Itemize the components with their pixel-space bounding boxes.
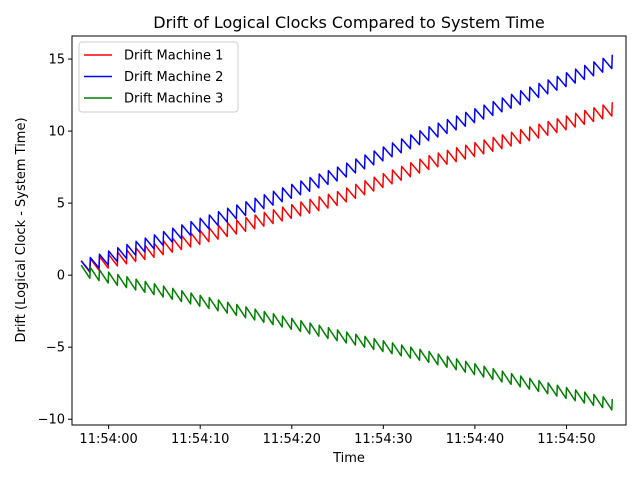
y-tick-label: −5 bbox=[46, 341, 65, 356]
x-tick-label: 11:54:30 bbox=[354, 432, 412, 447]
plot-area bbox=[80, 54, 614, 411]
x-tick-label: 11:54:50 bbox=[537, 432, 595, 447]
ticks-group: 11:54:00 11:54:10 11:54:20 11:54:30 11:54:40… bbox=[38, 53, 596, 447]
y-axis-label: Drift (Logical Clock - System Time) bbox=[14, 117, 29, 342]
legend: Drift Machine 1 Drift Machine 2 Drift Mach… bbox=[78, 41, 239, 113]
y-tick-label: 10 bbox=[48, 125, 65, 140]
axes-frame bbox=[71, 35, 627, 426]
series-line-machine-2 bbox=[80, 54, 614, 273]
x-axis-label: Time bbox=[332, 451, 365, 466]
x-tick-label: 11:54:20 bbox=[263, 432, 321, 447]
series-line-machine-3 bbox=[80, 264, 614, 411]
legend-label-machine-3: Drift Machine 3 bbox=[124, 92, 223, 107]
legend-label-machine-1: Drift Machine 1 bbox=[124, 49, 223, 64]
legend-label-machine-2: Drift Machine 2 bbox=[124, 70, 223, 85]
y-tick-label: −10 bbox=[38, 413, 65, 428]
x-tick-label: 11:54:40 bbox=[446, 432, 504, 447]
chart-title: Drift of Logical Clocks Compared to Syst… bbox=[153, 13, 544, 32]
y-tick-label: 5 bbox=[57, 197, 65, 212]
legend-box bbox=[78, 41, 239, 113]
y-tick-label: 0 bbox=[57, 269, 65, 284]
x-tick-label: 11:54:00 bbox=[79, 432, 137, 447]
y-tick-label: 15 bbox=[48, 53, 65, 68]
x-tick-label: 11:54:10 bbox=[171, 432, 229, 447]
series-line-machine-1 bbox=[80, 102, 614, 274]
